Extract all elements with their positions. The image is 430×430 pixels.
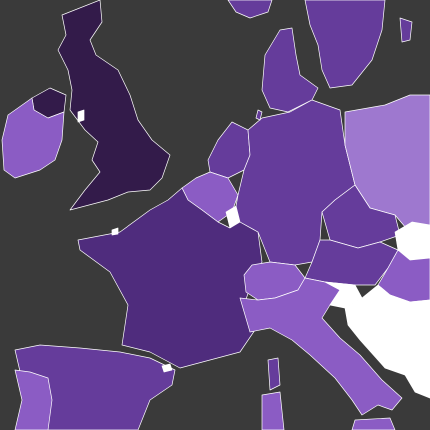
region-isle-of-man[interactable] xyxy=(77,109,85,123)
region-sicily[interactable] xyxy=(351,417,396,430)
region-italy[interactable] xyxy=(239,277,403,416)
region-channel-islands[interactable] xyxy=(111,227,119,236)
region-portugal[interactable] xyxy=(14,369,53,430)
region-france[interactable] xyxy=(77,187,263,369)
region-united-kingdom[interactable] xyxy=(57,0,171,211)
region-serbia[interactable] xyxy=(404,299,430,386)
region-frisian-islands[interactable] xyxy=(255,109,263,121)
region-montenegro[interactable] xyxy=(404,359,430,399)
region-corsica[interactable] xyxy=(267,357,281,391)
region-denmark[interactable] xyxy=(261,27,319,113)
region-sardinia[interactable] xyxy=(261,391,285,430)
region-sweden-gotland[interactable] xyxy=(399,17,413,43)
region-sweden-south[interactable] xyxy=(304,0,386,89)
region-norway-south[interactable] xyxy=(227,0,273,19)
region-ireland[interactable] xyxy=(1,97,65,179)
region-mallorca[interactable] xyxy=(161,363,173,373)
